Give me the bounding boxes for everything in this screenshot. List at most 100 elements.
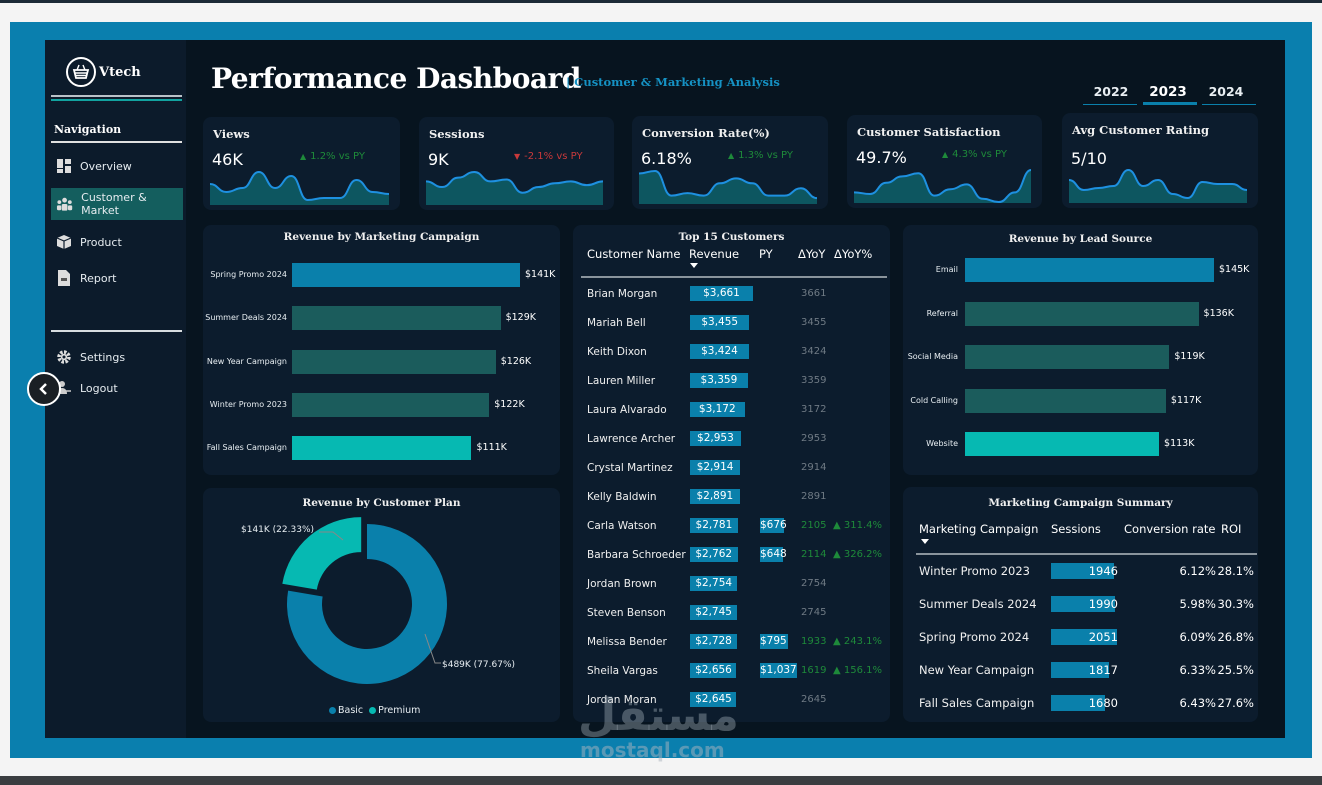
sidebar-item-product[interactable]: Product: [51, 226, 183, 258]
table-row[interactable]: Keith Dixon $3,424 3424: [573, 344, 890, 364]
sidebar-item-customer-market[interactable]: Customer & Market: [51, 188, 183, 220]
table-row[interactable]: Jordan Moran $2,645 2645: [573, 692, 890, 712]
yoy-change-percent: ▲ 326.2%: [833, 549, 882, 560]
conversion-rate-value: 5.98%: [1179, 597, 1216, 611]
table-row[interactable]: Brian Morgan $3,661 3661: [573, 286, 890, 306]
year-tab-2023[interactable]: 2023: [1149, 84, 1187, 100]
sessions-data-bar: [1051, 563, 1114, 579]
column-header-py[interactable]: PY: [759, 247, 773, 261]
bar[interactable]: [965, 432, 1160, 456]
kpi-card: Avg Customer Rating 5/10: [1062, 113, 1258, 208]
kpi-value: 5/10: [1071, 149, 1107, 168]
customer-name: Lawrence Archer: [587, 433, 676, 445]
yoy-change: 2891: [801, 491, 827, 502]
data-label-basic: $489K (77.67%): [442, 660, 516, 670]
roi-value: 25.5%: [1217, 663, 1254, 677]
category-label: Summer Deals 2024: [205, 313, 287, 323]
column-header-yoy-percent[interactable]: ΔYoY%: [834, 247, 873, 261]
yoy-change: 1933: [801, 636, 827, 647]
data-label: $111K: [476, 442, 507, 454]
sidebar-item-report[interactable]: Report: [51, 262, 183, 294]
bar[interactable]: [292, 306, 501, 331]
customer-name: Laura Alvarado: [587, 404, 667, 416]
table-row[interactable]: Sheila Vargas $2,656 $1,037 1619 ▲ 156.1%: [573, 663, 890, 683]
table-row[interactable]: Kelly Baldwin $2,891 2891: [573, 489, 890, 509]
column-header-roi[interactable]: ROI: [1221, 522, 1242, 536]
page-subtitle: | Customer & Marketing Analysis: [566, 75, 780, 89]
sessions-value: 2051: [1088, 630, 1118, 644]
column-header-revenue[interactable]: Revenue: [689, 247, 740, 261]
table-row[interactable]: Jordan Brown $2,754 2754: [573, 576, 890, 596]
campaign-name: Summer Deals 2024: [919, 597, 1037, 611]
yoy-change-percent: ▲ 243.1%: [833, 636, 882, 647]
kpi-card: Views 46K ▲ 1.2% vs PY: [203, 117, 400, 210]
table-row[interactable]: Fall Sales Campaign 1680 6.43% 27.6%: [903, 695, 1258, 712]
donut-slice-premium[interactable]: [282, 517, 362, 590]
py-data-bar: [760, 663, 797, 678]
table-row[interactable]: Spring Promo 2024 2051 6.09% 26.8%: [903, 629, 1258, 646]
conversion-rate-value: 6.12%: [1179, 564, 1216, 578]
bar[interactable]: [965, 345, 1170, 369]
column-header-campaign[interactable]: Marketing Campaign: [919, 522, 1039, 536]
table-row[interactable]: Carla Watson $2,781 $676 2105 ▲ 311.4%: [573, 518, 890, 538]
table-row[interactable]: Winter Promo 2023 1946 6.12% 28.1%: [903, 563, 1258, 580]
year-tab-2022[interactable]: 2022: [1093, 84, 1129, 99]
sidebar-item-overview[interactable]: Overview: [51, 150, 183, 182]
revenue-data-bar: [690, 286, 753, 301]
kpi-title: Views: [213, 127, 250, 141]
kpi-value: 49.7%: [856, 148, 907, 167]
bar[interactable]: [292, 263, 520, 287]
column-header-sessions[interactable]: Sessions: [1051, 522, 1101, 536]
customer-name: Crystal Martinez: [587, 462, 673, 474]
column-header-customer-name[interactable]: Customer Name: [587, 247, 681, 261]
bar[interactable]: [292, 436, 472, 461]
collapse-sidebar-button[interactable]: [27, 372, 61, 406]
sidebar-item-label: Customer & Market: [81, 191, 147, 217]
category-label: New Year Campaign: [206, 356, 287, 366]
revenue-value: $2,891: [696, 490, 734, 502]
bar[interactable]: [292, 392, 490, 417]
category-label: Social Media: [907, 352, 958, 361]
bar[interactable]: [965, 388, 1166, 413]
table-row[interactable]: New Year Campaign 1817 6.33% 25.5%: [903, 662, 1258, 679]
kpi-card: Conversion Rate(%) 6.18% ▲ 1.3% vs PY: [632, 116, 828, 209]
brand-name: Vtech: [99, 65, 141, 80]
revenue-value: $3,172: [698, 403, 736, 415]
bar[interactable]: [965, 301, 1199, 326]
campaign-name: Spring Promo 2024: [919, 630, 1030, 644]
customer-name: Brian Morgan: [587, 288, 658, 300]
sidebar-item-settings[interactable]: Settings: [51, 341, 183, 373]
column-header-conversion-rate[interactable]: Conversion rate: [1124, 522, 1216, 536]
year-tab-2024[interactable]: 2024: [1208, 84, 1244, 99]
table-row[interactable]: Steven Benson $2,745 2745: [573, 605, 890, 625]
data-label: $119K: [1174, 351, 1205, 362]
revenue-value: $2,645: [695, 693, 732, 705]
sidebar-item-logout[interactable]: Logout: [51, 372, 183, 404]
divider: [51, 95, 182, 97]
data-label: $145K: [1219, 264, 1250, 275]
yoy-change: 2953: [801, 433, 827, 444]
revenue-data-bar: [690, 402, 745, 417]
table-row[interactable]: Melissa Bender $2,728 $795 1933 ▲ 243.1%: [573, 634, 890, 654]
chart-title: Revenue by Marketing Campaign: [283, 231, 480, 243]
customer-name: Keith Dixon: [587, 346, 647, 358]
table-row[interactable]: Crystal Martinez $2,914 2914: [573, 460, 890, 480]
table-row[interactable]: Mariah Bell $3,455 3455: [573, 315, 890, 335]
legend-item-premium[interactable]: Premium: [369, 705, 420, 716]
legend-item-basic[interactable]: Basic: [329, 705, 363, 716]
table-row[interactable]: Laura Alvarado $3,172 3172: [573, 402, 890, 422]
kpi-title: Avg Customer Rating: [1072, 123, 1210, 137]
table-row[interactable]: Lauren Miller $3,359 3359: [573, 373, 890, 393]
revenue-by-campaign-chart: Revenue by Marketing Campaign Spring Pro…: [203, 225, 560, 475]
sessions-data-bar: [1051, 695, 1106, 711]
donut-slice-basic[interactable]: [287, 524, 448, 684]
legend-label: Basic: [338, 705, 364, 716]
table-row[interactable]: Summer Deals 2024 1990 5.98% 30.3%: [903, 596, 1258, 613]
bar[interactable]: [292, 349, 496, 374]
sessions-value: 1990: [1088, 597, 1118, 611]
bar[interactable]: [965, 258, 1214, 282]
table-row[interactable]: Barbara Schroeder $2,762 $648 2114 ▲ 326.2%: [573, 547, 890, 567]
table-row[interactable]: Lawrence Archer $2,953 2953: [573, 431, 890, 451]
column-header-yoy[interactable]: ΔYoY: [798, 247, 826, 261]
category-label: Fall Sales Campaign: [206, 443, 287, 453]
